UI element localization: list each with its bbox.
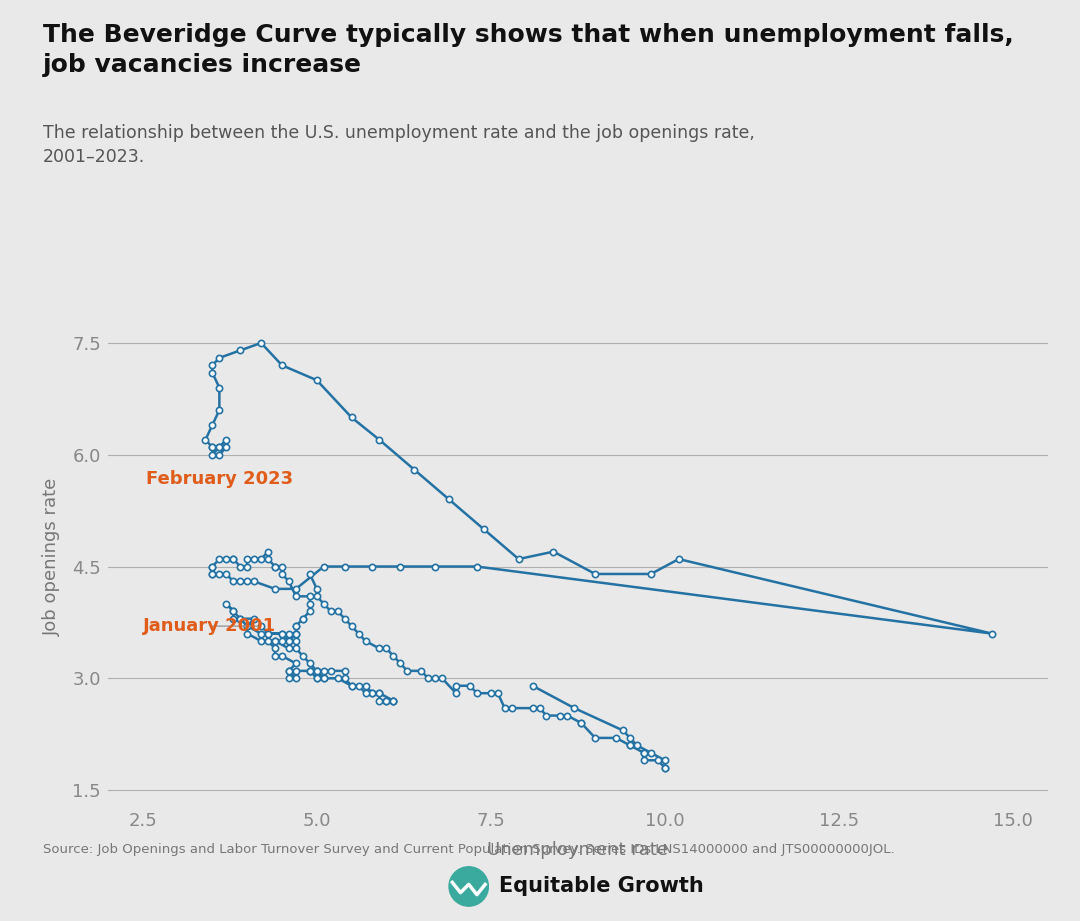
Text: January 2001: January 2001 (143, 617, 275, 635)
Text: The Beveridge Curve typically shows that when unemployment falls,
job vacancies : The Beveridge Curve typically shows that… (43, 23, 1014, 76)
Text: The relationship between the U.S. unemployment rate and the job openings rate,
2: The relationship between the U.S. unempl… (43, 124, 755, 166)
Circle shape (449, 867, 488, 906)
Text: February 2023: February 2023 (146, 470, 294, 487)
Text: Equitable Growth: Equitable Growth (499, 876, 704, 896)
Text: Source: Job Openings and Labor Turnover Survey and Current Population Survey. Se: Source: Job Openings and Labor Turnover … (43, 843, 895, 856)
Y-axis label: Job openings rate: Job openings rate (43, 478, 62, 636)
X-axis label: Unemployment rate: Unemployment rate (487, 842, 669, 859)
